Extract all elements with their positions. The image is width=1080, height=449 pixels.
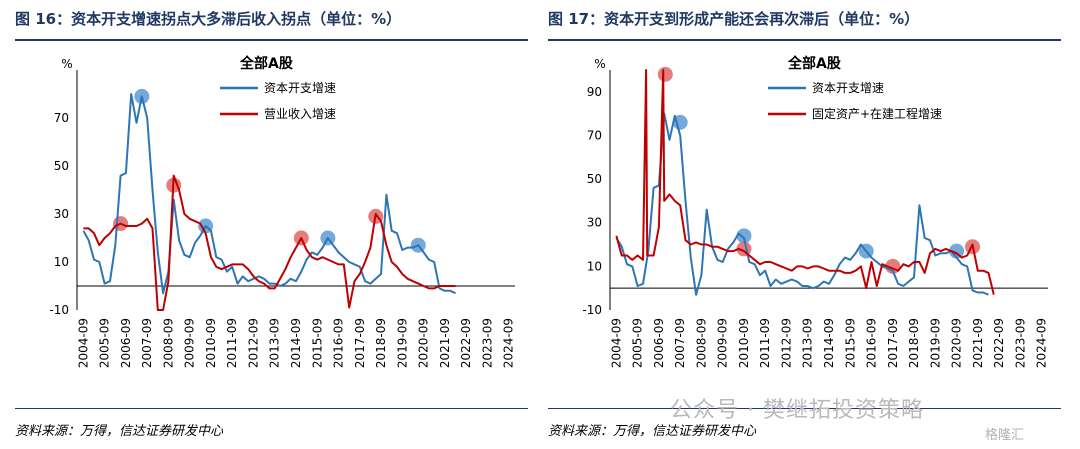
x-tick-label: 2012-09 [246, 318, 260, 368]
x-tick-label: 2011-09 [758, 318, 772, 368]
x-tick-label: 2023-09 [480, 318, 494, 368]
title-rule [548, 39, 1061, 41]
x-tick-label: 2006-09 [652, 318, 666, 368]
y-tick-label: -10 [49, 303, 69, 317]
x-tick-label: 2020-09 [950, 318, 964, 368]
legend-label: 资本开支增速 [264, 81, 336, 95]
figure-17-title: 图 17：资本开支到形成产能还会再次滞后（单位：%） [548, 10, 920, 28]
x-tick-label: 2009-09 [716, 318, 730, 368]
x-tick-label: 2018-09 [374, 318, 388, 368]
watermark-logo: 格隆汇 [985, 428, 1025, 443]
turning-point-marker [736, 228, 752, 244]
x-tick-label: 2014-09 [822, 318, 836, 368]
y-tick-label: -10 [582, 303, 602, 317]
x-tick-label: 2024-09 [1035, 318, 1049, 368]
y-tick-label: 10 [54, 255, 69, 269]
x-tick-label: 2010-09 [204, 318, 218, 368]
x-tick-label: 2011-09 [225, 318, 239, 368]
x-tick-label: 2015-09 [310, 318, 324, 368]
y-tick-label: 30 [54, 207, 69, 221]
series-line [615, 112, 989, 296]
x-tick-label: 2024-09 [502, 318, 516, 368]
x-tick-label: 2023-09 [1013, 318, 1027, 368]
x-tick-label: 2006-09 [119, 318, 133, 368]
x-tick-label: 2018-09 [907, 318, 921, 368]
figure-17-panel: 图 17：资本开支到形成产能还会再次滞后（单位：%） -10 10 30 50 70 90… [548, 0, 1068, 449]
y-tick-label: 70 [587, 128, 602, 142]
legend-label: 固定资产+在建工程增速 [812, 106, 942, 121]
x-tick-label: 2021-09 [438, 318, 452, 368]
x-tick-label: 2005-09 [98, 318, 112, 368]
figure-16-panel: 图 16：资本开支增速拐点大多滞后收入拐点（单位：%） -10 10 30 50 70%… [15, 0, 535, 449]
x-tick-label: 2016-09 [332, 318, 346, 368]
series-line [83, 174, 456, 311]
x-tick-label: 2005-09 [631, 318, 645, 368]
x-tick-label: 2009-09 [183, 318, 197, 368]
series-line [615, 69, 995, 295]
legend-label: 资本开支增速 [812, 81, 884, 95]
x-tick-label: 2010-09 [737, 318, 751, 368]
x-tick-label: 2017-09 [353, 318, 367, 368]
figure-16-title: 图 16：资本开支增速拐点大多滞后收入拐点（单位：%） [15, 10, 402, 28]
turning-point-marker [949, 243, 965, 259]
x-tick-label: 2014-09 [289, 318, 303, 368]
x-tick-label: 2013-09 [268, 318, 282, 368]
watermark-text: 公众号 · 樊继拓投资策略 [670, 398, 924, 423]
x-tick-label: 2021-09 [971, 318, 985, 368]
x-tick-label: 2022-09 [459, 318, 473, 368]
figure-17-source: 资料来源：万得，信达证券研发中心 [548, 424, 757, 439]
turning-point-marker [657, 66, 673, 82]
figure-16-chart: -10 10 30 50 70% 2004-09 2005-09 2006-09 2007-09… [49, 55, 516, 368]
x-tick-label: 2012-09 [779, 318, 793, 368]
series-line [82, 93, 456, 295]
y-axis-unit: % [61, 57, 72, 71]
y-tick-label: 50 [587, 172, 602, 186]
x-tick-label: 2016-09 [865, 318, 879, 368]
x-tick-label: 2020-09 [417, 318, 431, 368]
y-tick-label: 10 [587, 259, 602, 273]
x-tick-label: 2019-09 [928, 318, 942, 368]
x-tick-label: 2015-09 [843, 318, 857, 368]
x-tick-label: 2008-09 [694, 318, 708, 368]
x-tick-label: 2008-09 [161, 318, 175, 368]
x-tick-label: 2004-09 [76, 318, 90, 368]
y-tick-label: 70 [54, 111, 69, 125]
figure-17-chart: -10 10 30 50 70 90% 2004-09 2005-09 2006-09 2007-… [582, 55, 1049, 368]
x-tick-label: 2004-09 [609, 318, 623, 368]
figure-16-source: 资料来源：万得，信达证券研发中心 [15, 424, 224, 439]
y-axis-unit: % [594, 57, 605, 71]
x-tick-label: 2022-09 [992, 318, 1006, 368]
y-tick-label: 30 [587, 216, 602, 230]
y-tick-label: 90 [587, 85, 602, 99]
legend-label: 营业收入增速 [264, 107, 336, 121]
x-tick-label: 2007-09 [673, 318, 687, 368]
y-tick-label: 50 [54, 159, 69, 173]
legend-title: 全部A股 [239, 55, 294, 72]
x-tick-label: 2013-09 [801, 318, 815, 368]
x-tick-label: 2019-09 [395, 318, 409, 368]
legend-title: 全部A股 [787, 55, 842, 72]
source-rule [548, 408, 1061, 409]
source-rule [15, 408, 528, 409]
title-rule [15, 39, 528, 41]
x-tick-label: 2007-09 [140, 318, 154, 368]
x-tick-label: 2017-09 [886, 318, 900, 368]
